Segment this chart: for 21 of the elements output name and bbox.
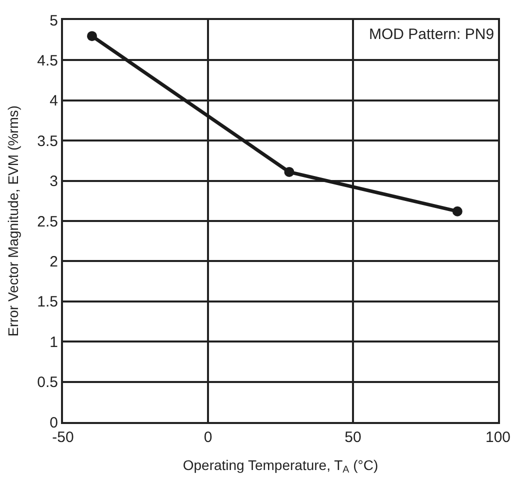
- y-tick-label: 2.5: [37, 213, 58, 230]
- x-tick-label: 0: [204, 429, 212, 446]
- x-axis-title: Operating Temperature, T$_{A}$ (°C): [182, 456, 378, 476]
- y-axis-title: Error Vector Magnitude, EVM (%rms): [5, 105, 22, 337]
- y-tick-label: 3: [50, 173, 58, 190]
- y-tick-label: 0: [50, 414, 58, 432]
- point: [87, 31, 97, 42]
- annotation: MOD Pattern: PN9: [369, 26, 494, 43]
- y-tick-label: 1: [50, 334, 58, 351]
- x-tick-label: -50: [52, 429, 74, 446]
- y-tick-label: 4.5: [37, 52, 58, 70]
- y-tick-label: 3.5: [37, 132, 58, 150]
- y-tick-label: 5: [50, 12, 58, 30]
- y-tick-label: 4: [50, 92, 58, 110]
- x-tick-label: 100: [485, 429, 511, 446]
- y-tick-label: 0.5: [37, 374, 58, 392]
- x-tick-label: 50: [344, 429, 362, 446]
- y-tick-label: 1.5: [37, 294, 58, 311]
- point: [452, 206, 462, 216]
- y-tick-label: 2: [50, 253, 58, 270]
- point: [284, 166, 294, 177]
